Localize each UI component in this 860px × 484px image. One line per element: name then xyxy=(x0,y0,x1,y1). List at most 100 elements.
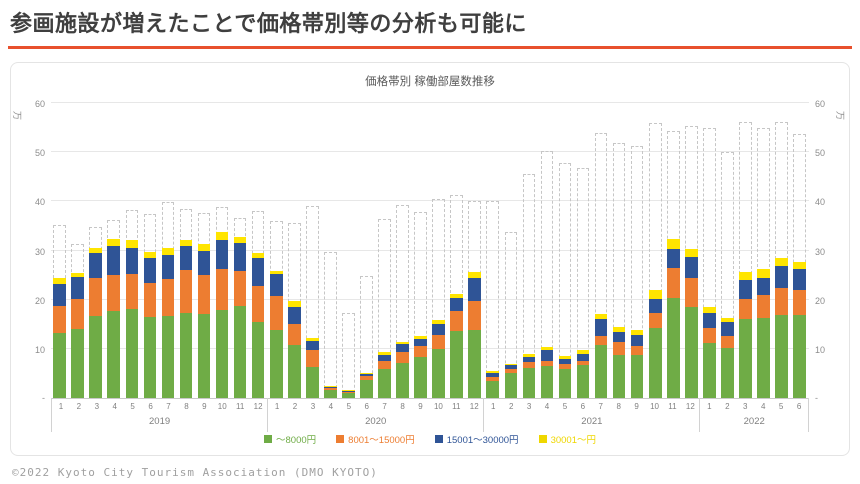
segment-30001～円 xyxy=(757,268,770,278)
segment-30001～円 xyxy=(287,300,301,307)
segment-30001～円 xyxy=(666,238,680,250)
segment-15001～30000円 xyxy=(594,319,608,337)
segment-8001～15000円 xyxy=(504,369,518,374)
year-label-2019: 2019 xyxy=(149,416,171,427)
legend-swatch xyxy=(434,435,443,443)
stacked-bar-2021-7 xyxy=(594,313,608,398)
stacked-bar-2019-11 xyxy=(233,236,247,398)
segment-30001～円 xyxy=(793,261,806,270)
segment-15001～30000円 xyxy=(540,350,554,361)
stacked-bar-2019-2 xyxy=(71,272,85,398)
month-label: 10 xyxy=(217,402,227,411)
segment-30001～円 xyxy=(143,252,157,259)
stacked-bar-2020-1 xyxy=(269,270,283,398)
segment-15001～30000円 xyxy=(251,258,265,286)
segment-30001～円 xyxy=(233,236,247,243)
segment-8001～15000円 xyxy=(342,391,355,394)
title-underline xyxy=(8,46,852,49)
segment-30001～円 xyxy=(125,239,139,248)
month-label: 3 xyxy=(743,402,748,411)
bar-slot-2022-3 xyxy=(737,103,755,398)
segment-～8000円 xyxy=(197,313,211,398)
segment-8001～15000円 xyxy=(161,279,175,316)
stacked-bar-2022-4 xyxy=(757,268,770,398)
year-label-2020: 2020 xyxy=(365,416,387,427)
segment-30001～円 xyxy=(432,320,445,325)
segment-30001～円 xyxy=(414,336,427,340)
segment-15001～30000円 xyxy=(721,322,734,337)
year-label-2021: 2021 xyxy=(581,416,603,427)
month-label: 10 xyxy=(433,402,443,411)
segment-30001～円 xyxy=(215,232,229,240)
segment-15001～30000円 xyxy=(143,258,157,284)
legend-label: 8001～15000円 xyxy=(348,435,415,446)
segment-30001～円 xyxy=(161,247,175,256)
bar-slot-2021-9 xyxy=(629,103,647,398)
chart-card: 価格帯別 稼働部屋数推移 万 万 10 10 20 20 30 30 40 40 50 50 60 6… xyxy=(10,62,850,456)
bar-slot-2022-1 xyxy=(701,103,719,398)
segment-30001～円 xyxy=(306,338,319,341)
bar-slot-2019-2 xyxy=(69,103,87,398)
bar-slot-2021-12 xyxy=(683,103,701,398)
month-label: 2 xyxy=(725,402,730,411)
bar-slot-2021-8 xyxy=(610,103,628,398)
month-row-2019: 1 2 3 4 5 6 7 8 9 10 11 12 xyxy=(52,398,267,414)
bar-slot-2019-10 xyxy=(213,103,231,398)
stacked-bar-2019-6 xyxy=(143,252,157,398)
segment-～8000円 xyxy=(522,368,536,398)
bar-slot-2019-8 xyxy=(177,103,195,398)
segment-30001～円 xyxy=(396,341,409,345)
segment-30001～円 xyxy=(197,244,211,251)
y-tick-label-left-0: - xyxy=(42,393,45,403)
segment-8001～15000円 xyxy=(53,305,66,334)
segment-～8000円 xyxy=(125,308,139,398)
month-label: 4 xyxy=(328,402,334,411)
segment-15001～30000円 xyxy=(684,256,698,279)
bar-slot-2019-12 xyxy=(250,103,268,398)
segment-～8000円 xyxy=(648,328,662,398)
stacked-bar-2020-8 xyxy=(396,341,409,398)
segment-30001～円 xyxy=(107,239,121,246)
month-label: 5 xyxy=(562,402,568,411)
segment-～8000円 xyxy=(414,356,427,398)
legend: ～8000円 8001～15000円 15001～30000円 30001～円 xyxy=(11,432,849,446)
gridline-30 xyxy=(51,249,809,251)
segment-30001～円 xyxy=(360,372,373,374)
stacked-bar-2019-7 xyxy=(161,247,175,398)
segment-～8000円 xyxy=(576,365,590,398)
segment-8001～15000円 xyxy=(757,294,770,318)
segment-15001～30000円 xyxy=(504,365,518,369)
bar-slot-2021-3 xyxy=(520,103,538,398)
bar-slot-2019-9 xyxy=(195,103,213,398)
month-label: 5 xyxy=(778,402,784,411)
segment-15001～30000円 xyxy=(414,339,427,347)
bar-slot-2021-6 xyxy=(574,103,592,398)
segment-8001～15000円 xyxy=(306,350,319,367)
segment-～8000円 xyxy=(612,354,626,398)
stacked-bar-2020-6 xyxy=(360,372,373,398)
month-label: 7 xyxy=(598,402,603,411)
ghost-total-bar-2020-5 xyxy=(342,312,355,398)
segment-～8000円 xyxy=(793,315,806,398)
stacked-bar-2021-4 xyxy=(540,346,554,398)
month-label: 6 xyxy=(364,402,369,411)
legend-label: 30001～円 xyxy=(550,435,596,446)
segment-～8000円 xyxy=(287,345,301,398)
segment-30001～円 xyxy=(378,352,391,355)
segment-30001～円 xyxy=(739,272,752,280)
month-label: 8 xyxy=(616,402,621,411)
segment-～8000円 xyxy=(107,311,121,398)
month-label: 8 xyxy=(184,402,189,411)
stacked-bar-2020-2 xyxy=(287,300,301,398)
bar-slot-2020-3 xyxy=(304,103,322,398)
segment-～8000円 xyxy=(432,349,445,398)
month-row-2020: 1 2 3 4 5 6 7 8 9 10 11 12 xyxy=(268,398,483,414)
segment-8001～15000円 xyxy=(793,289,806,316)
segment-～8000円 xyxy=(215,309,229,398)
segment-30001～円 xyxy=(53,277,66,284)
bar-slot-2020-6 xyxy=(358,103,376,398)
segment-15001～30000円 xyxy=(197,250,211,276)
month-label: 3 xyxy=(526,402,532,411)
segment-～8000円 xyxy=(684,307,698,398)
stacked-bar-2022-6 xyxy=(793,261,806,398)
